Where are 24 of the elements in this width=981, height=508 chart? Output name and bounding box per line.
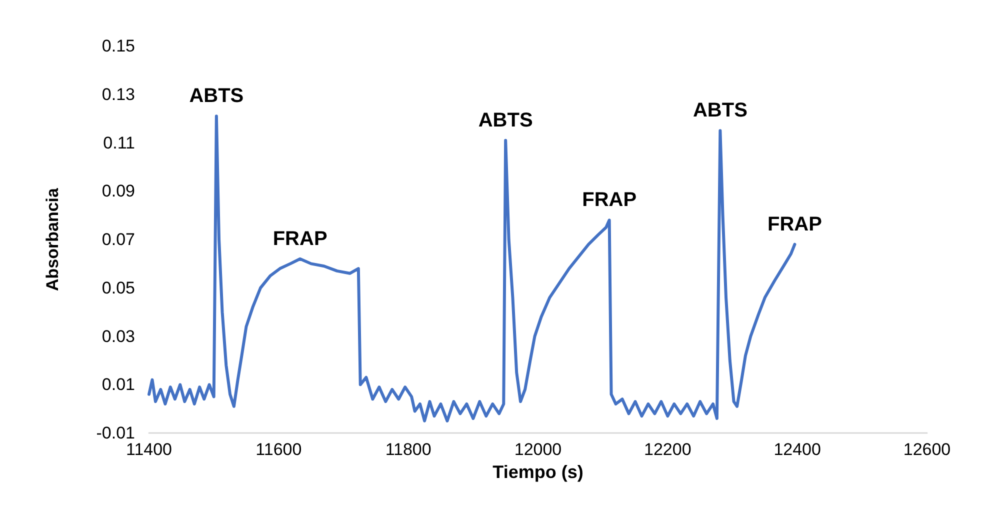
x-tick-label: 11400 [126,440,172,459]
annotation: ABTS [478,109,533,132]
y-tick-label: 0.09 [102,182,135,201]
y-tick-label: 0.11 [103,133,135,152]
y-tick-label: 0.13 [102,84,135,104]
y-tick-label: 0.03 [102,326,135,346]
annotation: ABTS [189,85,244,108]
annotation: FRAP [582,189,637,212]
x-axis-title: Tiempo (s) [492,462,584,482]
y-tick-label: 0.15 [102,36,135,56]
x-tick-label: 12400 [774,440,821,459]
x-tick-label: 11600 [256,440,302,459]
annotation: ABTS [692,100,748,122]
x-tick-label: 12200 [644,440,692,459]
y-tick-label: 0.01 [102,375,135,394]
y-tick-label: 0.05 [102,278,135,298]
y-axis-title: Absorbancia [43,187,62,291]
x-tick-label: 12000 [514,440,562,459]
x-tick-label: 12600 [903,440,951,459]
annotation: FRAP [272,228,328,250]
annotation: FRAP [768,213,822,236]
x-tick-label: 11800 [385,440,432,459]
y-tick-label: 0.07 [102,230,135,249]
y-tick-label: -0.01 [96,424,135,442]
